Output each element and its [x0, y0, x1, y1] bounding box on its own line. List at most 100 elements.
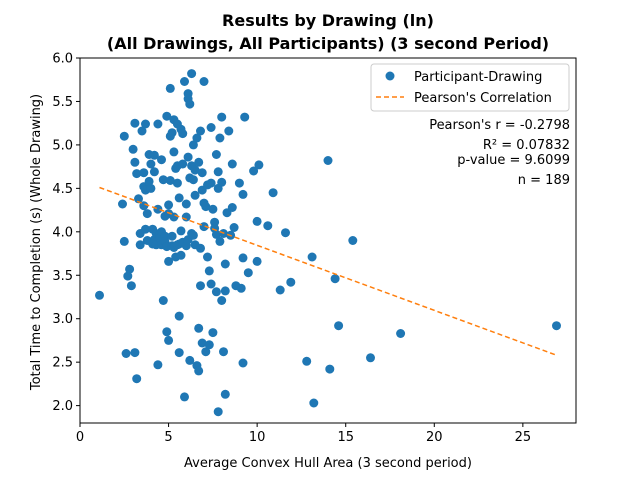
data-point — [153, 204, 163, 214]
stat-pearson-r: Pearson's r = -0.2798 — [429, 118, 570, 133]
data-point — [123, 271, 133, 281]
y-tick-label: 2.0 — [52, 399, 73, 414]
y-tick-label: 5.0 — [52, 138, 73, 153]
data-point — [234, 178, 244, 188]
data-point — [194, 323, 204, 333]
data-point — [220, 389, 230, 399]
data-point — [141, 119, 150, 129]
x-tick-label: 5 — [164, 430, 172, 445]
data-point — [181, 199, 191, 209]
data-point — [146, 183, 156, 193]
data-point — [183, 152, 193, 162]
legend-label-trend: Pearson's Correlation — [414, 91, 552, 106]
data-point — [165, 176, 175, 185]
data-point — [95, 290, 104, 300]
data-point — [252, 256, 262, 266]
data-point — [243, 268, 253, 278]
data-point — [121, 349, 131, 358]
data-point — [130, 157, 140, 167]
data-point — [162, 327, 172, 337]
data-point — [126, 281, 136, 291]
data-point — [213, 407, 223, 417]
data-point — [197, 338, 207, 348]
data-point — [348, 236, 358, 245]
data-point — [240, 112, 250, 122]
data-point — [132, 169, 142, 179]
data-point — [188, 140, 198, 150]
y-tick-label: 3.0 — [52, 312, 73, 327]
data-point — [254, 160, 264, 170]
data-point — [217, 177, 227, 187]
y-tick-label: 4.5 — [52, 182, 73, 197]
data-point — [201, 202, 211, 212]
data-point — [194, 366, 204, 376]
stat-n: n = 189 — [518, 173, 570, 188]
data-point — [141, 224, 150, 234]
x-tick-label: 20 — [426, 430, 443, 445]
data-point — [206, 178, 216, 188]
data-point — [238, 189, 248, 199]
data-point — [180, 77, 189, 86]
legend-label-scatter: Participant-Drawing — [414, 70, 542, 85]
data-point — [169, 212, 179, 222]
data-point — [204, 340, 214, 350]
data-point — [275, 285, 285, 295]
points-layer — [95, 69, 561, 417]
data-point — [217, 296, 227, 305]
data-point — [167, 231, 177, 241]
x-tick-label: 10 — [249, 430, 266, 445]
data-point — [302, 356, 312, 366]
x-tick-label: 25 — [515, 430, 532, 445]
chart-title-line2: (All Drawings, All Participants) (3 seco… — [107, 34, 549, 53]
data-point — [188, 175, 198, 185]
data-point — [286, 277, 296, 287]
data-point — [236, 283, 246, 293]
data-point — [309, 398, 319, 408]
data-point — [164, 335, 174, 345]
data-point — [252, 216, 262, 226]
data-point — [162, 111, 172, 121]
data-point — [211, 287, 221, 297]
data-point — [119, 236, 129, 246]
data-point — [181, 212, 191, 222]
data-point — [178, 129, 188, 139]
stats-annotation: Pearson's r = -0.2798 R² = 0.07832 p-val… — [429, 118, 570, 188]
y-tick-label: 4.0 — [52, 225, 73, 240]
data-point — [132, 374, 142, 384]
data-point — [224, 126, 234, 136]
data-point — [176, 250, 186, 260]
data-point — [187, 69, 197, 79]
x-axis-label: Average Convex Hull Area (3 second perio… — [184, 456, 472, 471]
data-point — [552, 321, 561, 331]
data-point — [139, 168, 149, 178]
data-point — [206, 123, 216, 132]
stat-r-squared: R² = 0.07832 — [483, 138, 570, 153]
data-point — [176, 226, 186, 236]
data-point — [178, 159, 188, 169]
data-point — [188, 230, 198, 240]
data-point — [158, 296, 168, 305]
x-tick-label: 15 — [337, 430, 354, 445]
data-point — [396, 329, 406, 338]
data-point — [165, 83, 175, 93]
data-point — [174, 348, 184, 358]
data-point — [263, 221, 273, 231]
data-point — [172, 178, 182, 188]
data-point — [174, 311, 184, 321]
data-point — [135, 240, 145, 250]
y-axis-label: Total Time to Completion (s) (Whole Draw… — [29, 94, 44, 391]
data-point — [185, 355, 195, 365]
data-point — [190, 190, 200, 200]
data-point — [196, 281, 205, 291]
y-axis-ticks: 2.0 2.5 3.0 3.5 4.0 4.5 5.0 5.5 6.0 — [52, 52, 80, 414]
legend-box — [370, 63, 570, 112]
data-point — [134, 194, 143, 204]
data-point — [204, 266, 214, 276]
data-point — [330, 274, 340, 284]
data-point — [130, 348, 140, 358]
data-point — [190, 165, 200, 175]
data-point — [215, 236, 225, 246]
data-point — [185, 99, 195, 109]
x-tick-label: 0 — [76, 430, 84, 445]
